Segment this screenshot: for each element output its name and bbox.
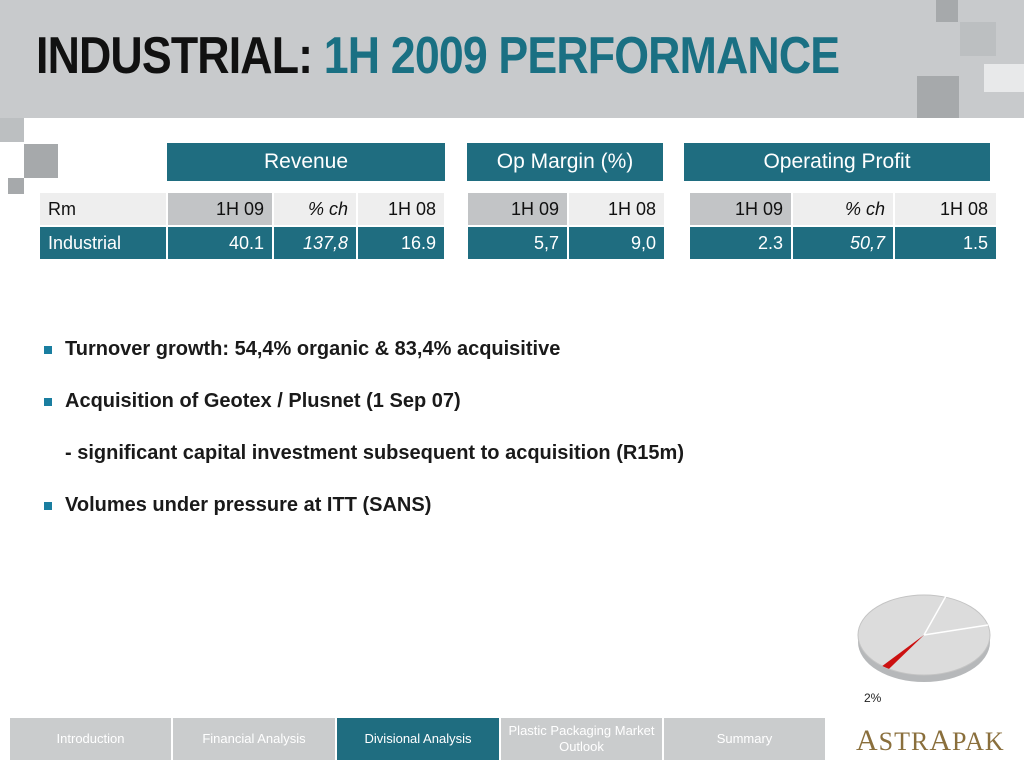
operating-profit-header: Operating Profit <box>683 142 991 182</box>
pie-chart <box>857 594 991 682</box>
bullet-text: Turnover growth: 54,4% organic & 83,4% a… <box>65 338 561 360</box>
pie-label: 2% <box>864 691 882 705</box>
pie-divider <box>923 595 947 636</box>
table-cell: 137,8 <box>272 225 358 261</box>
decor-square <box>24 144 58 178</box>
nav-tab-divisional-analysis[interactable]: Divisional Analysis <box>337 718 499 760</box>
logo-text: PAK <box>952 727 1005 756</box>
table-row: 5,7 9,0 <box>466 225 666 261</box>
table-header-row: 1H 09 1H 08 <box>466 191 666 227</box>
table-cell: 50,7 <box>791 225 895 261</box>
table-cell: 40.1 <box>166 225 274 261</box>
table-cell: % ch <box>791 191 895 227</box>
nav-tab-summary[interactable]: Summary <box>664 718 825 760</box>
op-margin-table: 1H 09 1H 08 5,7 9,0 <box>466 191 666 261</box>
table-row: Industrial 40.1 137,8 16.9 <box>38 225 446 261</box>
pie-highlight-slice <box>882 635 924 669</box>
operating-profit-table: 1H 09 % ch 1H 08 2.3 50,7 1.5 <box>688 191 998 261</box>
table-cell: 1H 09 <box>688 191 793 227</box>
decor-square <box>960 22 996 56</box>
logo-letter: A <box>856 724 879 757</box>
op-margin-header: Op Margin (%) <box>466 142 664 182</box>
decor-square <box>936 0 958 22</box>
bottom-nav: Introduction Financial Analysis Division… <box>10 718 827 760</box>
table-cell: 5,7 <box>466 225 569 261</box>
list-item: Acquisition of Geotex / Plusnet (1 Sep 0… <box>44 390 684 416</box>
list-item: - significant capital investment subsequ… <box>44 442 684 468</box>
bullet-square-icon <box>44 346 52 354</box>
bullet-text: - significant capital investment subsequ… <box>65 442 684 464</box>
table-cell: 16.9 <box>356 225 446 261</box>
nav-tab-plastic-packaging[interactable]: Plastic Packaging Market Outlook <box>501 718 662 760</box>
page-title: INDUSTRIAL: 1H 2009 PERFORMANCE <box>36 26 840 86</box>
nav-tab-financial-analysis[interactable]: Financial Analysis <box>173 718 335 760</box>
table-cell: 1.5 <box>893 225 998 261</box>
table-cell: Industrial <box>38 225 168 261</box>
bullet-square-icon <box>44 502 52 510</box>
table-cell: 9,0 <box>567 225 666 261</box>
table-cell: 1H 08 <box>893 191 998 227</box>
table-cell: 1H 09 <box>166 191 274 227</box>
list-item: Turnover growth: 54,4% organic & 83,4% a… <box>44 338 684 364</box>
list-item: Volumes under pressure at ITT (SANS) <box>44 494 684 520</box>
decor-square <box>0 118 24 142</box>
logo-letter: A <box>929 724 953 757</box>
title-part-2: 1H 2009 PERFORMANCE <box>323 27 840 85</box>
table-cell: % ch <box>272 191 358 227</box>
logo-text: STR <box>878 727 930 756</box>
bullet-list: Turnover growth: 54,4% organic & 83,4% a… <box>44 338 684 546</box>
table-cell: 1H 08 <box>356 191 446 227</box>
decor-square <box>984 64 1024 92</box>
bullet-text: Volumes under pressure at ITT (SANS) <box>65 494 432 516</box>
table-cell: 1H 08 <box>567 191 666 227</box>
table-header-row: 1H 09 % ch 1H 08 <box>688 191 998 227</box>
bullet-text: Acquisition of Geotex / Plusnet (1 Sep 0… <box>65 390 461 412</box>
pie-divider <box>923 624 989 636</box>
nav-tab-introduction[interactable]: Introduction <box>10 718 171 760</box>
bullet-square-icon <box>44 398 52 406</box>
table-header-row: Rm 1H 09 % ch 1H 08 <box>38 191 446 227</box>
title-part-1: INDUSTRIAL: <box>36 27 313 85</box>
decor-square <box>917 76 959 118</box>
decor-square <box>8 178 24 194</box>
table-cell: 1H 09 <box>466 191 569 227</box>
header-band <box>0 0 1024 118</box>
astrapak-logo: ASTRAPAK <box>856 724 1005 758</box>
table-cell: 2.3 <box>688 225 793 261</box>
table-row: 2.3 50,7 1.5 <box>688 225 998 261</box>
table-cell: Rm <box>38 191 168 227</box>
revenue-table: Rm 1H 09 % ch 1H 08 Industrial 40.1 137,… <box>38 191 446 261</box>
revenue-header: Revenue <box>166 142 446 182</box>
